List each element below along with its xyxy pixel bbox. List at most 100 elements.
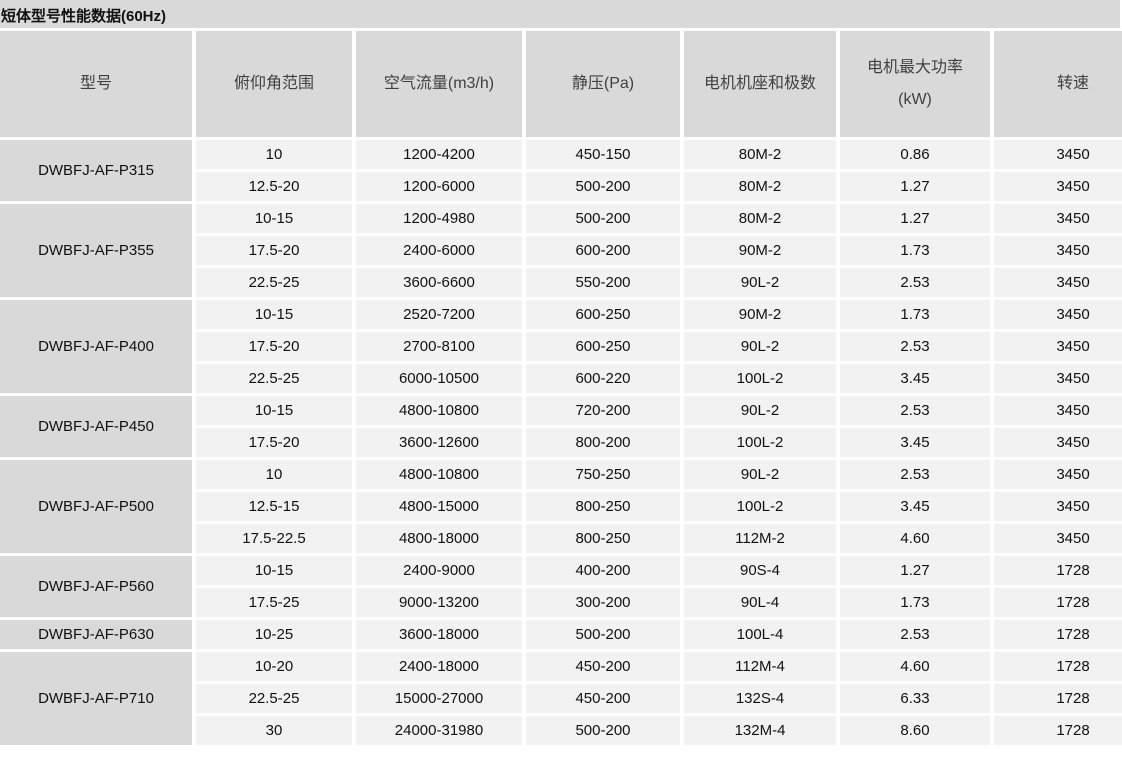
table-cell: 400-200 [526,556,680,585]
column-header: 俯仰角范围 [196,31,352,137]
table-cell: 3450 [994,524,1122,553]
table-cell: 12.5-20 [196,172,352,201]
table-cell: 1.27 [840,172,990,201]
table-cell: 10-15 [196,556,352,585]
table-cell: 8.60 [840,716,990,745]
table-cell: 10-15 [196,300,352,329]
table-cell: 3450 [994,396,1122,425]
table-row: DWBFJ-AF-P500 10 4800-10800 750-250 90L-2 2.5… [0,460,1122,553]
table-cell: 4800-18000 [356,524,522,553]
table-cell: 90L-2 [684,396,836,425]
table-cell: 500-200 [526,172,680,201]
table-cell: 3450 [994,236,1122,265]
performance-table: 型号 俯仰角范围 空气流量(m3/h) 静压(Pa) 电机机座和极数 电机最大功率 (kW… [0,28,1122,748]
table-cell: 90M-2 [684,236,836,265]
table-cell: 90L-4 [684,588,836,617]
table-cell: 1.73 [840,588,990,617]
table-cell: 10-15 [196,396,352,425]
table-cell: 3.45 [840,364,990,393]
table-cell: 4.60 [840,524,990,553]
model-cell: DWBFJ-AF-P560 [0,556,192,617]
table-cell: 90L-2 [684,332,836,361]
table-cell: 1728 [994,652,1122,681]
table-row: 30 24000-31980 500-200 132M-4 8.60 1728 [0,716,1122,745]
table-row: 22.5-25 15000-27000 450-200 132S-4 6.33 1728 [0,684,1122,713]
model-cell: DWBFJ-AF-P450 [0,396,192,457]
table-cell: 90L-2 [684,268,836,297]
table-cell: 17.5-22.5 [196,524,352,553]
table-cell: 1200-4980 [356,204,522,233]
table-cell: 2400-9000 [356,556,522,585]
table-cell: 450-150 [526,140,680,169]
table-cell: 90S-4 [684,556,836,585]
table-cell: 6.33 [840,684,990,713]
table-cell: 500-200 [526,620,680,649]
table-cell: 10-20 [196,652,352,681]
table-cell: 3450 [994,140,1122,169]
table-cell: 4800-10800 [356,460,522,489]
table-cell: 1.73 [840,300,990,329]
column-header: 电机最大功率 (kW) [840,31,990,137]
table-cell: 80M-2 [684,172,836,201]
table-cell: 90L-2 [684,460,836,489]
table-cell: 800-200 [526,428,680,457]
column-header: 转速 [994,31,1122,137]
table-cell: 17.5-25 [196,588,352,617]
table-row: DWBFJ-AF-P710 10-20 2400-18000 450-200 112M-… [0,652,1122,745]
table-cell: 2700-8100 [356,332,522,361]
table-row: DWBFJ-AF-P315 10 1200-4200 450-150 80M-2 0.86… [0,140,1122,201]
table-cell: 300-200 [526,588,680,617]
table-cell: 3450 [994,300,1122,329]
table-cell: 100L-2 [684,364,836,393]
table-row: DWBFJ-AF-P560 10-15 2400-9000 400-200 90S-4 1… [0,556,1122,617]
table-row: 12.5-15 4800-15000 800-250 100L-2 3.45 3450 [0,492,1122,521]
table-cell: 3450 [994,364,1122,393]
table-cell: 2.53 [840,460,990,489]
table-cell: 3450 [994,428,1122,457]
table-cell: 30 [196,716,352,745]
table-cell: 4.60 [840,652,990,681]
table-cell: 1.73 [840,236,990,265]
column-header: 电机机座和极数 [684,31,836,137]
table-cell: 10 [196,460,352,489]
table-cell: 3450 [994,268,1122,297]
table-cell: 2400-6000 [356,236,522,265]
table-cell: 1728 [994,716,1122,745]
table-cell: 17.5-20 [196,236,352,265]
table-cell: 132M-4 [684,716,836,745]
table-cell: 1728 [994,588,1122,617]
table-cell: 1728 [994,620,1122,649]
table-cell: 0.86 [840,140,990,169]
table-cell: 3600-18000 [356,620,522,649]
table-row: DWBFJ-AF-P450 10-15 4800-10800 720-200 90L-2… [0,396,1122,457]
table-cell: 12.5-15 [196,492,352,521]
table-cell: 600-200 [526,236,680,265]
table-cell: 17.5-20 [196,332,352,361]
table-cell: 2.53 [840,332,990,361]
table-cell: 10-25 [196,620,352,649]
table-cell: 600-250 [526,332,680,361]
table-cell: 750-250 [526,460,680,489]
table-cell: 22.5-25 [196,268,352,297]
table-cell: 100L-2 [684,492,836,521]
table-row: 17.5-20 2400-6000 600-200 90M-2 1.73 3450 [0,236,1122,265]
table-cell: 600-250 [526,300,680,329]
model-cell: DWBFJ-AF-P315 [0,140,192,201]
table-title: 短体型号性能数据(60Hz) [0,0,1120,28]
table-cell: 4800-10800 [356,396,522,425]
table-cell: 3600-12600 [356,428,522,457]
table-cell: 800-250 [526,492,680,521]
table-cell: 1.27 [840,556,990,585]
table-cell: 450-200 [526,652,680,681]
table-cell: 2520-7200 [356,300,522,329]
table-row: 12.5-20 1200-6000 500-200 80M-2 1.27 3450 [0,172,1122,201]
table-cell: 17.5-20 [196,428,352,457]
table-cell: 80M-2 [684,204,836,233]
table-cell: 4800-15000 [356,492,522,521]
table-cell: 720-200 [526,396,680,425]
table-row: 17.5-22.5 4800-18000 800-250 112M-2 4.60 3450 [0,524,1122,553]
table-cell: 112M-4 [684,652,836,681]
table-cell: 500-200 [526,716,680,745]
table-cell: 1.27 [840,204,990,233]
table-cell: 24000-31980 [356,716,522,745]
